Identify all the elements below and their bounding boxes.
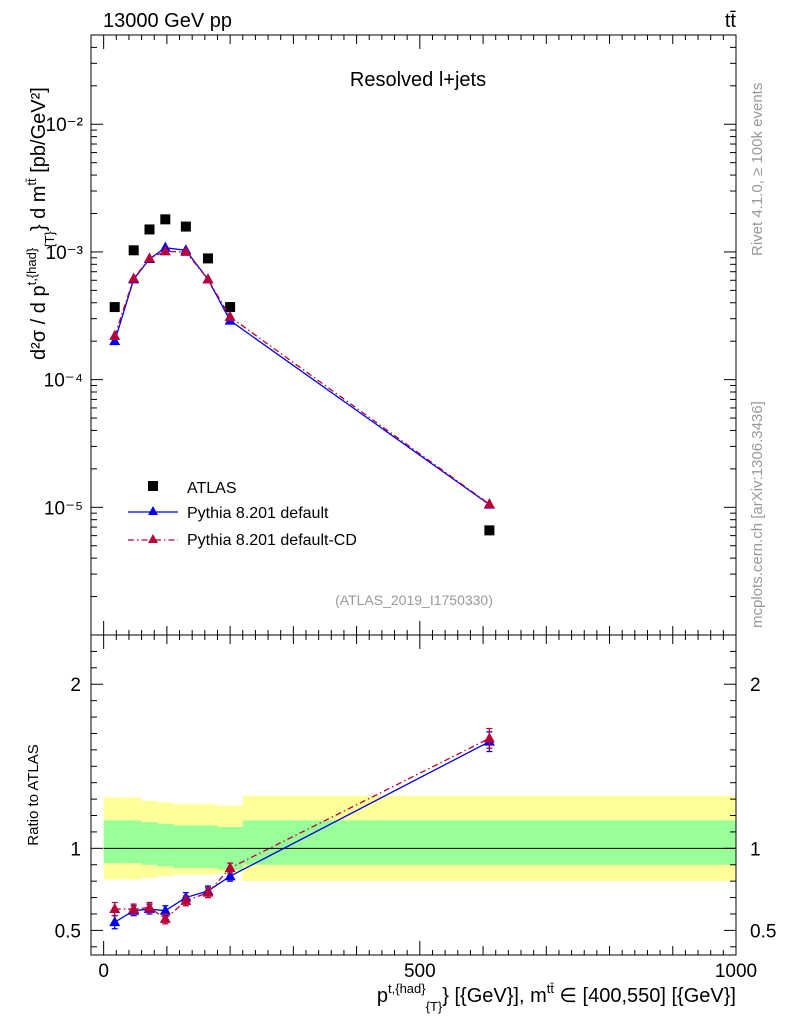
default-cd-ratio-marker — [128, 903, 140, 914]
mcplots-label: mcplots.cern.ch [arXiv:1306.3436] — [749, 401, 766, 628]
ratio-band-segment — [157, 823, 174, 867]
ratio-y-label: Ratio to ATLAS — [25, 744, 42, 845]
default-cd-ratio-line — [114, 737, 490, 920]
default-cd-marker — [109, 329, 121, 340]
atlas-data-point — [180, 221, 191, 232]
default-ratio-marker — [159, 904, 171, 915]
ratio-band-segment — [125, 820, 142, 864]
atlas-data-point — [109, 302, 120, 313]
default-ratio-marker — [109, 916, 121, 927]
x-tick-label: 1000 — [715, 961, 757, 982]
default-cd-marker — [159, 245, 171, 256]
default-cd-marker — [202, 273, 214, 284]
ratio-y-tick-label-right: 2 — [750, 675, 761, 696]
ratio-band-segment — [103, 820, 126, 864]
main-y-tick-label: 10⁻² — [46, 115, 84, 136]
ratio-bands — [103, 795, 736, 882]
default-cd-marker — [143, 252, 155, 263]
atlas-data-point — [484, 525, 495, 536]
default-line — [114, 246, 490, 506]
ratio-band-segment — [173, 825, 199, 869]
chart-title: Resolved l+jets — [350, 69, 486, 91]
legend-cd-marker — [148, 534, 158, 543]
default-cd-marker — [224, 310, 236, 321]
ratio-y-tick-label-left: 0.5 — [55, 921, 81, 942]
legend-atlas-marker — [148, 481, 158, 491]
main-y-tick-label: 10⁻⁵ — [44, 498, 83, 519]
ratio-y-tick-label-left: 2 — [70, 675, 81, 696]
legend-default-label: Pythia 8.201 default — [187, 505, 329, 522]
default-cd-ratio-marker — [224, 862, 236, 873]
default-cd-marker — [180, 245, 192, 256]
atlas-data-point — [160, 214, 171, 225]
legend-cd-label: Pythia 8.201 default-CD — [187, 532, 357, 549]
header-left: 13000 GeV pp — [103, 10, 232, 32]
x-tick-label: 500 — [404, 961, 436, 982]
default-cd-ratio-marker — [109, 903, 121, 914]
default-cd-line — [114, 250, 490, 505]
ratio-band-segment — [141, 822, 158, 865]
atlas-data-point — [202, 253, 213, 264]
default-cd-marker — [128, 272, 140, 283]
main-y-ticks: 10⁻² 10⁻³ 10⁻⁴ 10⁻⁵ — [44, 34, 736, 636]
ratio-series — [109, 727, 495, 930]
default-cd-ratio-marker — [143, 901, 155, 912]
rivet-label: Rivet 4.1.0, ≥ 100k events — [749, 83, 766, 256]
ratio-y-tick-label-right: 0.5 — [750, 921, 776, 942]
main-panel: 10⁻² 10⁻³ 10⁻⁴ 10⁻⁵ Resolved l+jets (ATLAS_… — [24, 34, 737, 636]
main-y-tick-label: 10⁻⁴ — [44, 371, 83, 392]
legend-atlas-label: ATLAS — [187, 480, 237, 497]
main-y-tick-label: 10⁻³ — [46, 243, 84, 264]
ratio-y-tick-label-right: 1 — [750, 839, 761, 860]
ratio-band-segment — [198, 825, 218, 869]
main-x-ticks — [103, 35, 737, 635]
analysis-id: (ATLAS_2019_I1750330) — [335, 592, 493, 608]
ratio-band-segment — [242, 820, 736, 865]
x-tick-label: 0 — [98, 961, 109, 982]
main-series — [109, 214, 495, 536]
header-right: tt̄ — [725, 10, 737, 32]
default-cd-ratio-marker — [202, 886, 214, 897]
ratio-frame — [90, 634, 737, 956]
legend: ATLAS Pythia 8.201 default Pythia 8.201 … — [128, 480, 357, 549]
default-marker — [109, 335, 121, 346]
main-y-label: d²σ / d pt,{had}{T}} d mtt̄ [pb/GeV²] — [24, 87, 57, 360]
legend-default-marker — [148, 506, 158, 515]
atlas-data-point — [225, 302, 236, 313]
ratio-y-ticks: 2 2 1 1 0.5 0.5 — [55, 650, 776, 948]
default-ratio-marker — [224, 870, 236, 881]
ratio-x-ticks: 0 500 1000 — [98, 635, 757, 982]
default-cd-marker — [483, 498, 495, 509]
atlas-data-point — [144, 224, 155, 235]
default-cd-ratio-marker — [483, 732, 495, 743]
atlas-data-point — [128, 245, 139, 256]
default-cd-ratio-marker — [159, 912, 171, 923]
default-cd-ratio-marker — [180, 894, 192, 905]
ratio-panel: 2 2 1 1 0.5 0.5 0 500 1000 Ratio to ATLAS pt,{h… — [25, 634, 776, 1014]
x-axis-label: pt,{had}{T}} [{GeV}], mtt̄ ∈ [400,550] [… — [377, 981, 736, 1014]
ratio-y-tick-label-left: 1 — [70, 839, 81, 860]
